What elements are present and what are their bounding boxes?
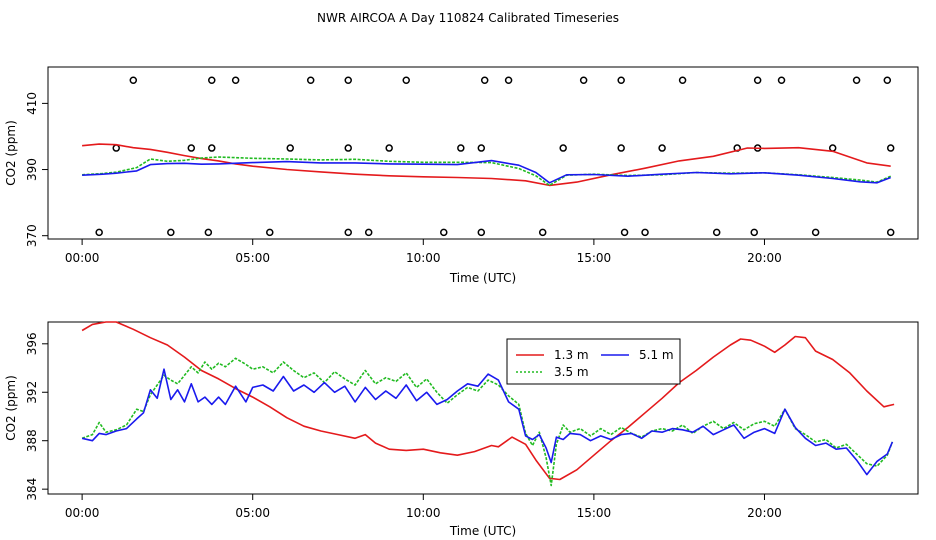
flag-marker-middle [828, 144, 837, 152]
series-line-1-3-m [82, 143, 891, 187]
flag-marker-middle [886, 144, 895, 152]
x-tick-label: 00:00 [65, 506, 100, 520]
flag-marker-bottom [750, 228, 758, 237]
y-tick-label: 388 [25, 429, 39, 452]
flag-marker-bottom [266, 228, 274, 237]
bottom-axis-ticks: 00:00 05:00 10:00 15:00 20:00 384 388 392 396 [25, 332, 782, 520]
bottom-panel: 00:00 05:00 10:00 15:00 20:00 384 388 392 396 Ti… [4, 321, 919, 538]
flag-marker-middle [286, 144, 294, 152]
flag-marker-middle [477, 144, 486, 152]
legend-label-3-5m: 3.5 m [554, 365, 589, 379]
series-line-5-1-m [81, 368, 894, 476]
flag-marker-middle [658, 144, 666, 152]
series-line-3-5-m [81, 357, 894, 487]
top-series-lines [82, 143, 892, 187]
flag-marker-middle [559, 144, 567, 152]
bottom-plot-frame [47, 321, 919, 495]
top-x-axis-label: Time (UTC) [449, 271, 516, 285]
bottom-series-lines [81, 321, 895, 487]
flag-marker-bottom [204, 228, 213, 237]
flag-marker-top [208, 76, 216, 84]
flag-marker-bottom [886, 228, 895, 237]
legend-label-1-3m: 1.3 m [554, 348, 589, 362]
flag-marker-bottom [167, 228, 175, 237]
flag-marker-top [777, 76, 786, 84]
flag-marker-bottom [620, 228, 629, 237]
y-tick-label: 390 [25, 158, 39, 181]
top-plot-frame [47, 66, 919, 240]
flag-marker-middle [187, 144, 196, 152]
x-tick-label: 20:00 [747, 506, 782, 520]
flag-marker-bottom [95, 228, 103, 237]
bottom-x-axis-label: Time (UTC) [449, 524, 516, 538]
flag-marker-bottom [440, 228, 448, 237]
flag-marker-top [678, 76, 687, 84]
legend-box [506, 338, 681, 385]
x-tick-label: 15:00 [577, 251, 612, 265]
flag-marker-top [231, 76, 240, 84]
y-tick-label: 396 [25, 332, 39, 355]
chart-title: NWR AIRCOA A Day 110824 Calibrated Times… [317, 11, 619, 25]
x-tick-label: 05:00 [235, 251, 270, 265]
flag-marker-top [129, 76, 138, 84]
flag-marker-top [480, 76, 489, 84]
flag-marker-bottom [364, 228, 373, 237]
series-line-1-3-m [81, 321, 895, 481]
y-tick-label: 384 [25, 478, 39, 501]
flag-marker-middle [617, 144, 625, 152]
flag-marker-top [617, 76, 625, 84]
flag-marker-bottom [811, 228, 820, 237]
x-tick-label: 00:00 [65, 251, 100, 265]
x-tick-label: 10:00 [406, 251, 441, 265]
legend-label-5-1m: 5.1 m [639, 348, 674, 362]
y-tick-label: 370 [25, 224, 39, 247]
flag-marker-bottom [712, 228, 721, 237]
flag-marker-middle [208, 144, 216, 152]
x-tick-label: 15:00 [577, 506, 612, 520]
flag-marker-top [753, 76, 762, 84]
x-tick-label: 05:00 [235, 506, 270, 520]
flag-marker-top [852, 76, 861, 84]
flag-marker-top [344, 76, 352, 84]
top-axis-ticks: 00:00 05:00 10:00 15:00 20:00 370 390 410 [25, 92, 782, 265]
flag-marker-middle [344, 144, 352, 152]
flag-marker-top [883, 76, 892, 84]
flag-marker-middle [457, 144, 465, 152]
flag-marker-top [504, 76, 513, 84]
series-line-5-1-m [82, 159, 891, 184]
flag-marker-middle [112, 144, 120, 152]
legend: 1.3 m 5.1 m 3.5 m [506, 338, 681, 385]
flag-marker-middle [385, 144, 393, 152]
top-flag-markers [95, 76, 895, 237]
y-tick-label: 392 [25, 381, 39, 404]
flag-marker-top [402, 76, 410, 84]
y-tick-label: 410 [25, 92, 39, 115]
x-tick-label: 20:00 [747, 251, 782, 265]
x-tick-label: 10:00 [406, 506, 441, 520]
series-line-3-5-m [82, 156, 892, 187]
top-panel: 00:00 05:00 10:00 15:00 20:00 370 390 410 Time … [4, 66, 919, 285]
flag-marker-bottom [641, 228, 649, 237]
flag-marker-bottom [477, 228, 486, 237]
top-y-axis-label: CO2 (ppm) [4, 120, 18, 186]
bottom-y-axis-label: CO2 (ppm) [4, 375, 18, 441]
flag-marker-bottom [344, 228, 352, 237]
flag-marker-top [306, 76, 315, 84]
flag-marker-bottom [538, 228, 547, 237]
flag-marker-top [579, 76, 588, 84]
